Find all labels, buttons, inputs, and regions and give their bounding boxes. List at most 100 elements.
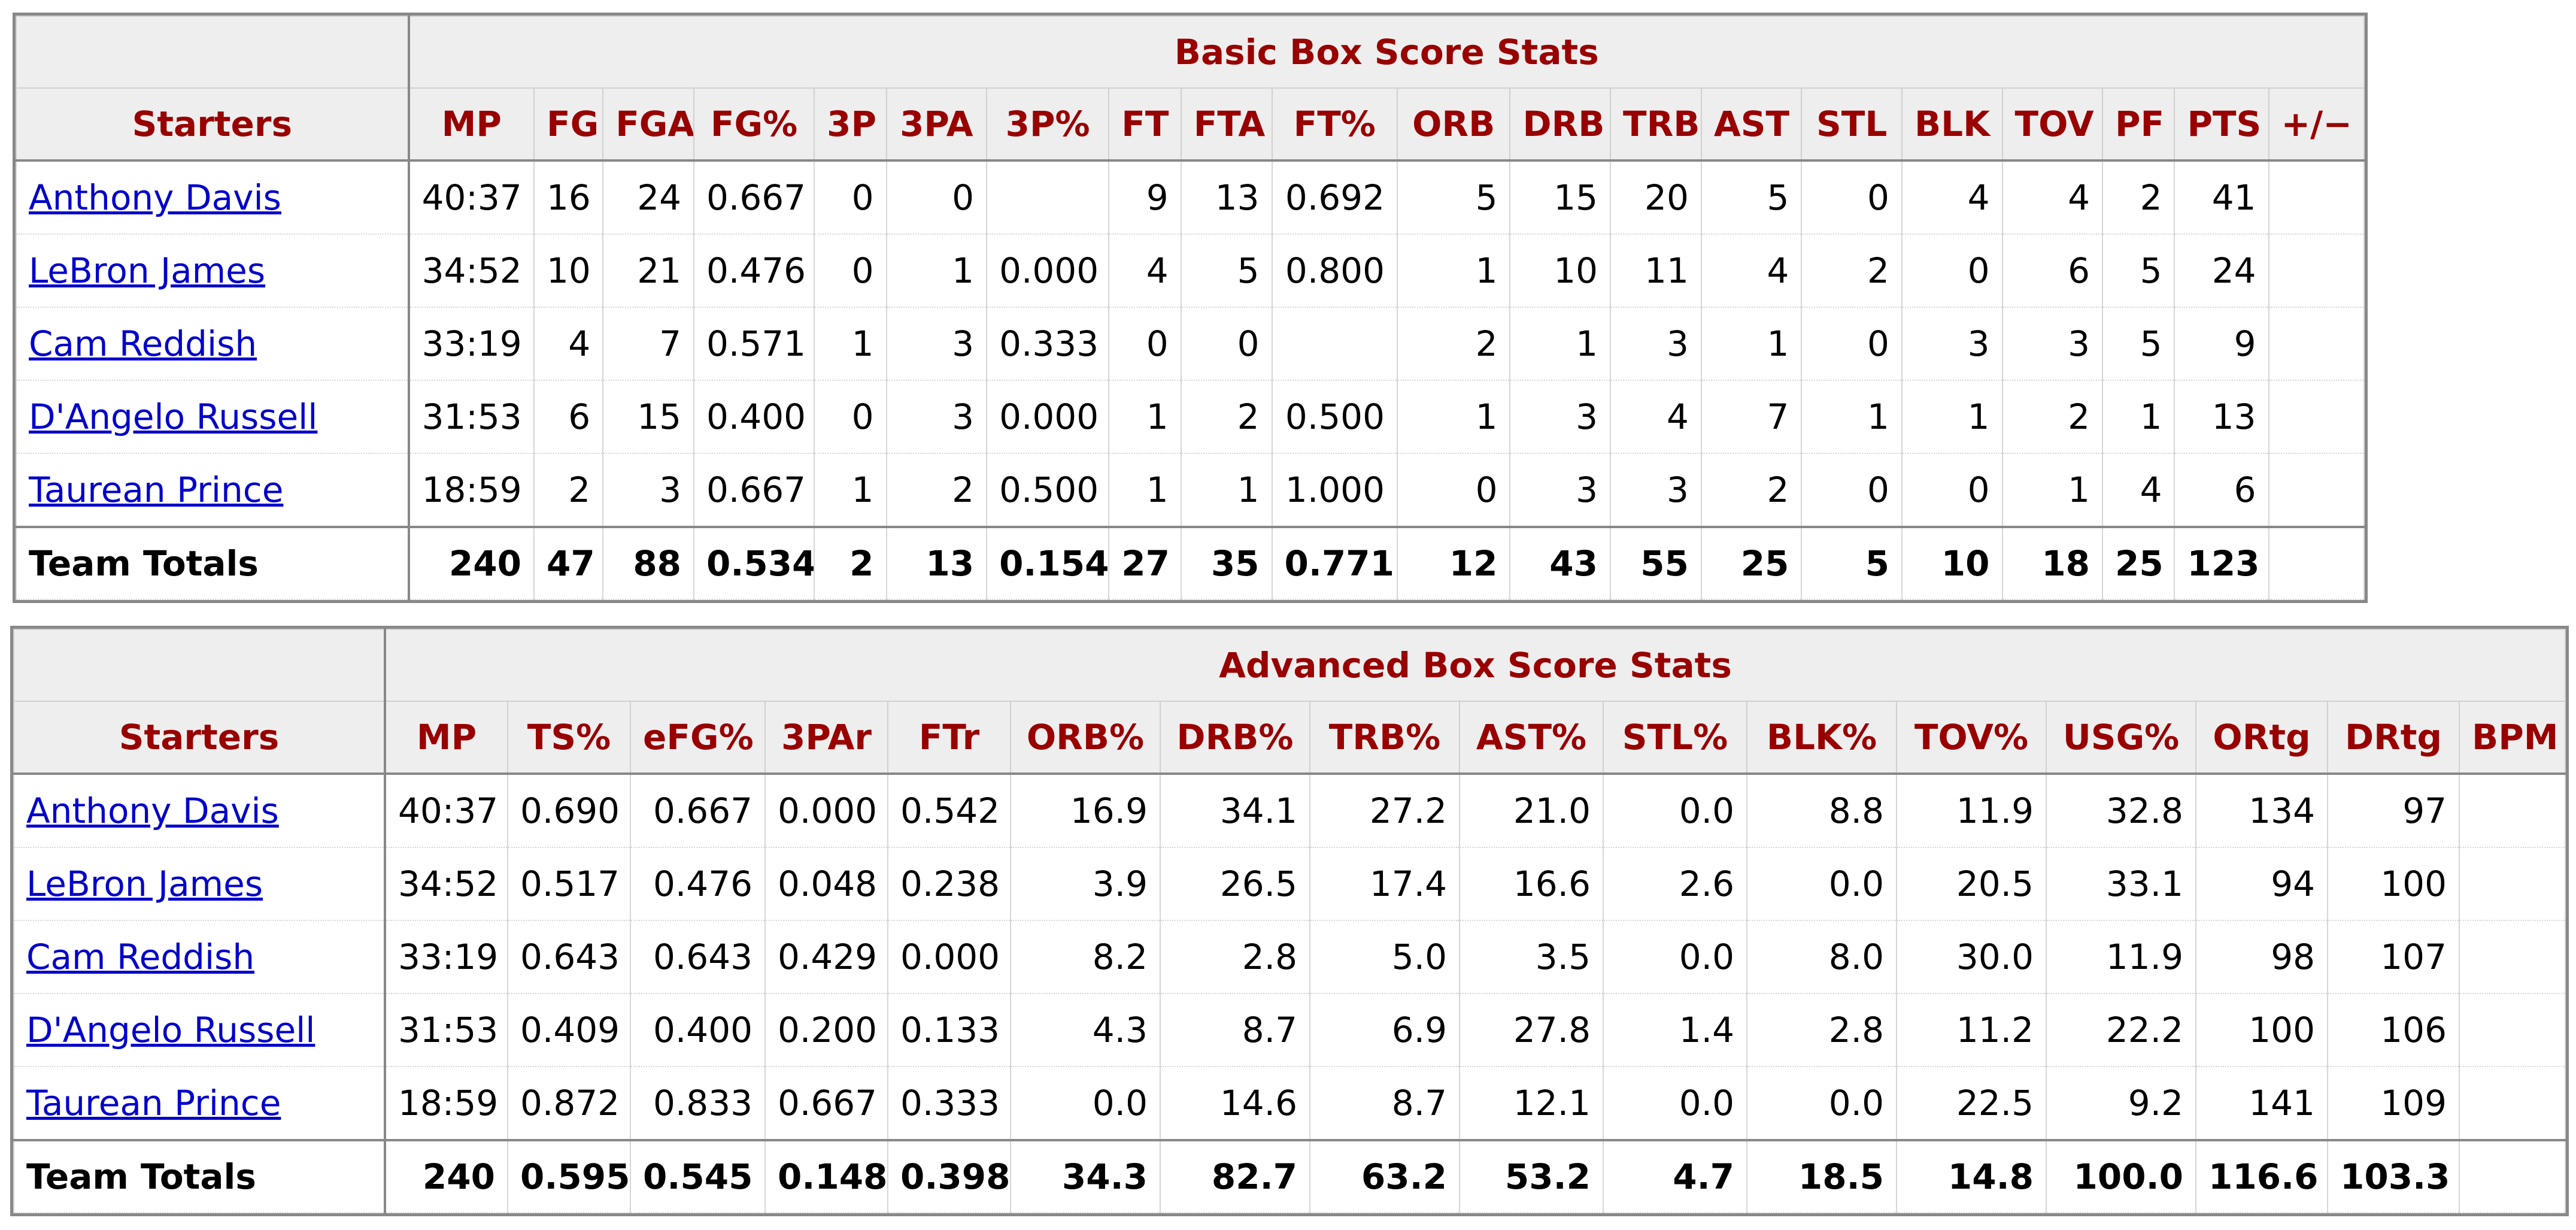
stat-cell: 1: [1901, 380, 2003, 454]
basic-col-header[interactable]: TRB: [1610, 87, 1702, 162]
player-link[interactable]: D'Angelo Russell: [29, 396, 318, 437]
basic-col-header[interactable]: AST: [1700, 87, 1803, 162]
total-stat-cell: 13: [885, 526, 988, 600]
total-stat-cell: 240: [408, 526, 535, 600]
stat-cell: 107: [2327, 920, 2460, 994]
total-stat-cell: 12: [1396, 526, 1511, 600]
stat-cell: 18:59: [408, 453, 535, 528]
stat-cell: 0: [814, 160, 887, 235]
player-link[interactable]: Taurean Prince: [29, 469, 284, 510]
stat-cell: 0.0: [1010, 1066, 1161, 1141]
total-stat-cell: [2459, 1139, 2566, 1213]
stat-cell: 3: [1610, 453, 1702, 528]
basic-col-header[interactable]: STL: [1801, 87, 1903, 162]
stat-cell: 2: [1801, 234, 1903, 308]
basic-col-header[interactable]: 3P: [814, 87, 887, 162]
total-stat-cell: 0.154: [986, 526, 1110, 600]
player-link[interactable]: Cam Reddish: [26, 937, 255, 977]
player-name-cell: Cam Reddish: [16, 307, 410, 381]
advanced-col-header[interactable]: TOV%: [1896, 701, 2047, 775]
stat-cell: 0.643: [630, 920, 766, 994]
player-link[interactable]: Anthony Davis: [29, 177, 281, 218]
stat-cell: 0.0: [1603, 1066, 1747, 1141]
basic-col-header[interactable]: FT: [1108, 87, 1182, 162]
basic-col-header[interactable]: FG%: [693, 87, 815, 162]
stat-cell: 16.6: [1459, 847, 1604, 921]
stat-cell: 1: [1396, 234, 1511, 308]
advanced-header-row: Starters MP TS% eFG% 3PAr FTr ORB% DRB% TRB% AST%…: [13, 701, 2566, 775]
stat-cell: 100: [2327, 847, 2460, 921]
stat-cell: 14.6: [1160, 1066, 1310, 1141]
basic-col-header[interactable]: FT%: [1271, 87, 1398, 162]
player-row: D'Angelo Russell 31:53 0.409 0.400 0.200 0.13…: [13, 993, 2566, 1067]
stat-cell: 33:19: [384, 920, 508, 994]
stat-cell: 0.000: [764, 773, 888, 848]
advanced-col-header[interactable]: USG%: [2046, 701, 2196, 775]
player-link[interactable]: Anthony Davis: [26, 790, 279, 831]
stat-cell: 33:19: [408, 307, 535, 381]
stat-cell: 9: [1108, 160, 1182, 235]
basic-col-header[interactable]: DRB: [1509, 87, 1612, 162]
stat-cell: 0.000: [887, 920, 1011, 994]
advanced-col-header[interactable]: STL%: [1603, 701, 1747, 775]
basic-col-header[interactable]: PF: [2102, 87, 2176, 162]
advanced-table-body: Anthony Davis 40:37 0.690 0.667 0.000 0.542 16…: [13, 773, 2566, 1213]
total-stat-cell: 123: [2174, 526, 2269, 600]
stat-cell: 3: [1509, 380, 1612, 454]
basic-col-header[interactable]: TOV: [2001, 87, 2104, 162]
stat-cell: 13: [2174, 380, 2269, 454]
advanced-col-header[interactable]: TS%: [507, 701, 631, 775]
advanced-col-header[interactable]: ORtg: [2195, 701, 2328, 775]
total-stat-cell: 116.6: [2195, 1139, 2328, 1213]
basic-col-header[interactable]: FG: [533, 87, 604, 162]
advanced-col-header[interactable]: FTr: [887, 701, 1011, 775]
total-stat-cell: 4.7: [1603, 1139, 1747, 1213]
basic-col-header[interactable]: PTS: [2174, 87, 2269, 162]
player-link[interactable]: LeBron James: [29, 250, 266, 291]
player-link[interactable]: Taurean Prince: [26, 1083, 281, 1123]
advanced-col-header[interactable]: eFG%: [630, 701, 766, 775]
total-stat-cell: 240: [384, 1139, 508, 1213]
basic-col-header[interactable]: MP: [408, 87, 535, 162]
stat-cell: 1: [2102, 380, 2176, 454]
basic-col-header[interactable]: FGA: [602, 87, 695, 162]
basic-col-header[interactable]: 3P%: [986, 87, 1110, 162]
player-name-cell: LeBron James: [13, 847, 386, 921]
total-stat-cell: 2: [814, 526, 887, 600]
stat-cell: 4: [533, 307, 604, 381]
basic-col-header[interactable]: Starters: [16, 87, 410, 162]
stat-cell: 11: [1610, 234, 1702, 308]
stat-cell: 24: [2174, 234, 2269, 308]
advanced-col-header[interactable]: 3PAr: [764, 701, 888, 775]
basic-col-header[interactable]: 3PA: [885, 87, 988, 162]
basic-col-header[interactable]: BLK: [1901, 87, 2003, 162]
basic-col-header[interactable]: ORB: [1396, 87, 1511, 162]
advanced-col-header[interactable]: DRB%: [1160, 701, 1310, 775]
advanced-col-header[interactable]: ORB%: [1010, 701, 1161, 775]
basic-col-header[interactable]: FTA: [1180, 87, 1273, 162]
stat-cell: 34.1: [1160, 773, 1310, 848]
advanced-col-header[interactable]: TRB%: [1309, 701, 1460, 775]
stat-cell: 1.000: [1271, 453, 1398, 528]
player-name-cell: Taurean Prince: [13, 1066, 386, 1141]
player-link[interactable]: LeBron James: [26, 864, 263, 904]
player-link[interactable]: D'Angelo Russell: [26, 1010, 315, 1050]
stat-cell: 7: [602, 307, 695, 381]
advanced-col-header[interactable]: BLK%: [1746, 701, 1897, 775]
player-row: Taurean Prince 18:59 2 3 0.667 1 2 0.500 1 1 1.000…: [16, 453, 2365, 528]
advanced-col-header[interactable]: DRtg: [2327, 701, 2460, 775]
advanced-col-header[interactable]: BPM: [2459, 701, 2566, 775]
stat-cell: 4: [1610, 380, 1702, 454]
advanced-col-header[interactable]: MP: [384, 701, 508, 775]
stat-cell: 0.400: [630, 993, 766, 1067]
advanced-col-header[interactable]: AST%: [1459, 701, 1604, 775]
advanced-col-header[interactable]: Starters: [13, 701, 386, 775]
team-totals-label: Team Totals: [16, 526, 410, 600]
stat-cell: 11.9: [2046, 920, 2196, 994]
stat-cell: 8.2: [1010, 920, 1161, 994]
stat-cell: 4: [2102, 453, 2176, 528]
basic-col-header[interactable]: +/−: [2268, 87, 2365, 162]
total-stat-cell: 0.148: [764, 1139, 888, 1213]
total-stat-cell: 82.7: [1160, 1139, 1310, 1213]
player-link[interactable]: Cam Reddish: [29, 323, 257, 364]
